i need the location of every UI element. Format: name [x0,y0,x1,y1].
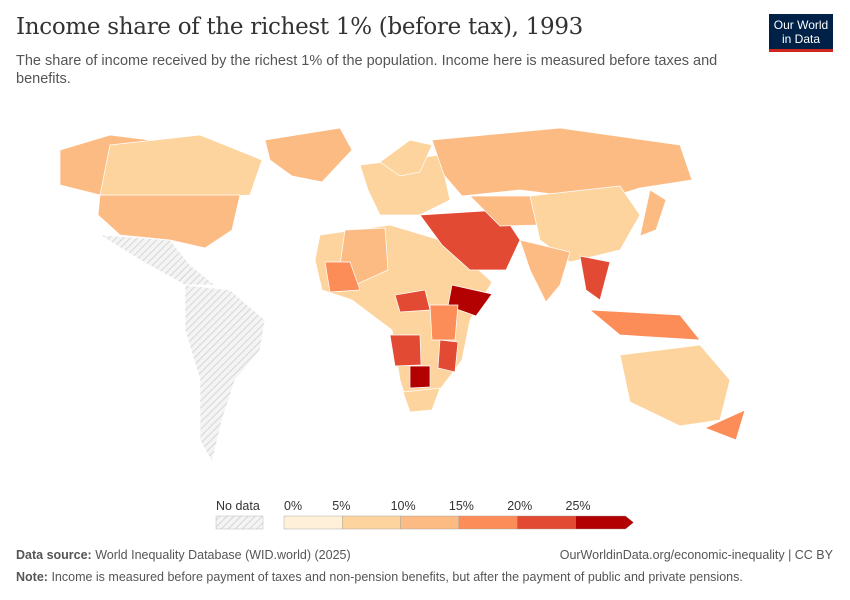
country-region[interactable] [447,284,493,317]
world-map [59,127,746,463]
country-region[interactable] [409,365,431,389]
country-region[interactable] [431,127,693,201]
data-source: Data source: World Inequality Database (… [16,548,351,562]
legend-bin[interactable] [283,515,343,530]
country-region[interactable] [588,309,701,341]
legend-no-data-swatch [215,515,264,530]
legend-bin[interactable] [575,515,634,530]
legend-tick: 20% [507,499,532,513]
chart-subtitle: The share of income received by the rich… [16,53,718,87]
country-region[interactable] [99,134,263,199]
country-region[interactable] [619,344,731,427]
legend-no-data-label: No data [216,499,260,513]
owid-logo[interactable]: Our World in Data [769,14,833,52]
legend-tick: 10% [391,499,416,513]
legend-tick: 0% [284,499,302,513]
chart-title: Income share of the richest 1% (before t… [16,14,584,40]
country-region[interactable] [264,127,353,183]
country-region[interactable] [379,139,433,177]
legend-tick: 25% [566,499,591,513]
country-region[interactable] [97,194,241,249]
country-region[interactable] [429,304,459,341]
country-region[interactable] [437,339,459,373]
country-region[interactable] [704,409,746,441]
legend-tick: 5% [332,499,350,513]
legend-bin[interactable] [342,515,401,530]
logo-text: Our World in Data [773,18,829,46]
country-region[interactable] [324,261,361,293]
country-region[interactable] [184,284,266,463]
country-region[interactable] [579,255,611,301]
legend-bin[interactable] [458,515,518,530]
country-region[interactable] [529,185,641,263]
footnote: Note: Income is measured before payment … [16,570,743,584]
legend-bin[interactable] [400,515,460,530]
legend-tick: 15% [449,499,474,513]
country-region[interactable] [389,334,422,367]
country-region[interactable] [519,239,571,303]
legend-bin[interactable] [517,515,576,530]
country-region[interactable] [639,189,667,237]
source-url[interactable]: OurWorldinData.org/economic-inequality |… [559,548,833,562]
country-region[interactable] [402,387,441,413]
